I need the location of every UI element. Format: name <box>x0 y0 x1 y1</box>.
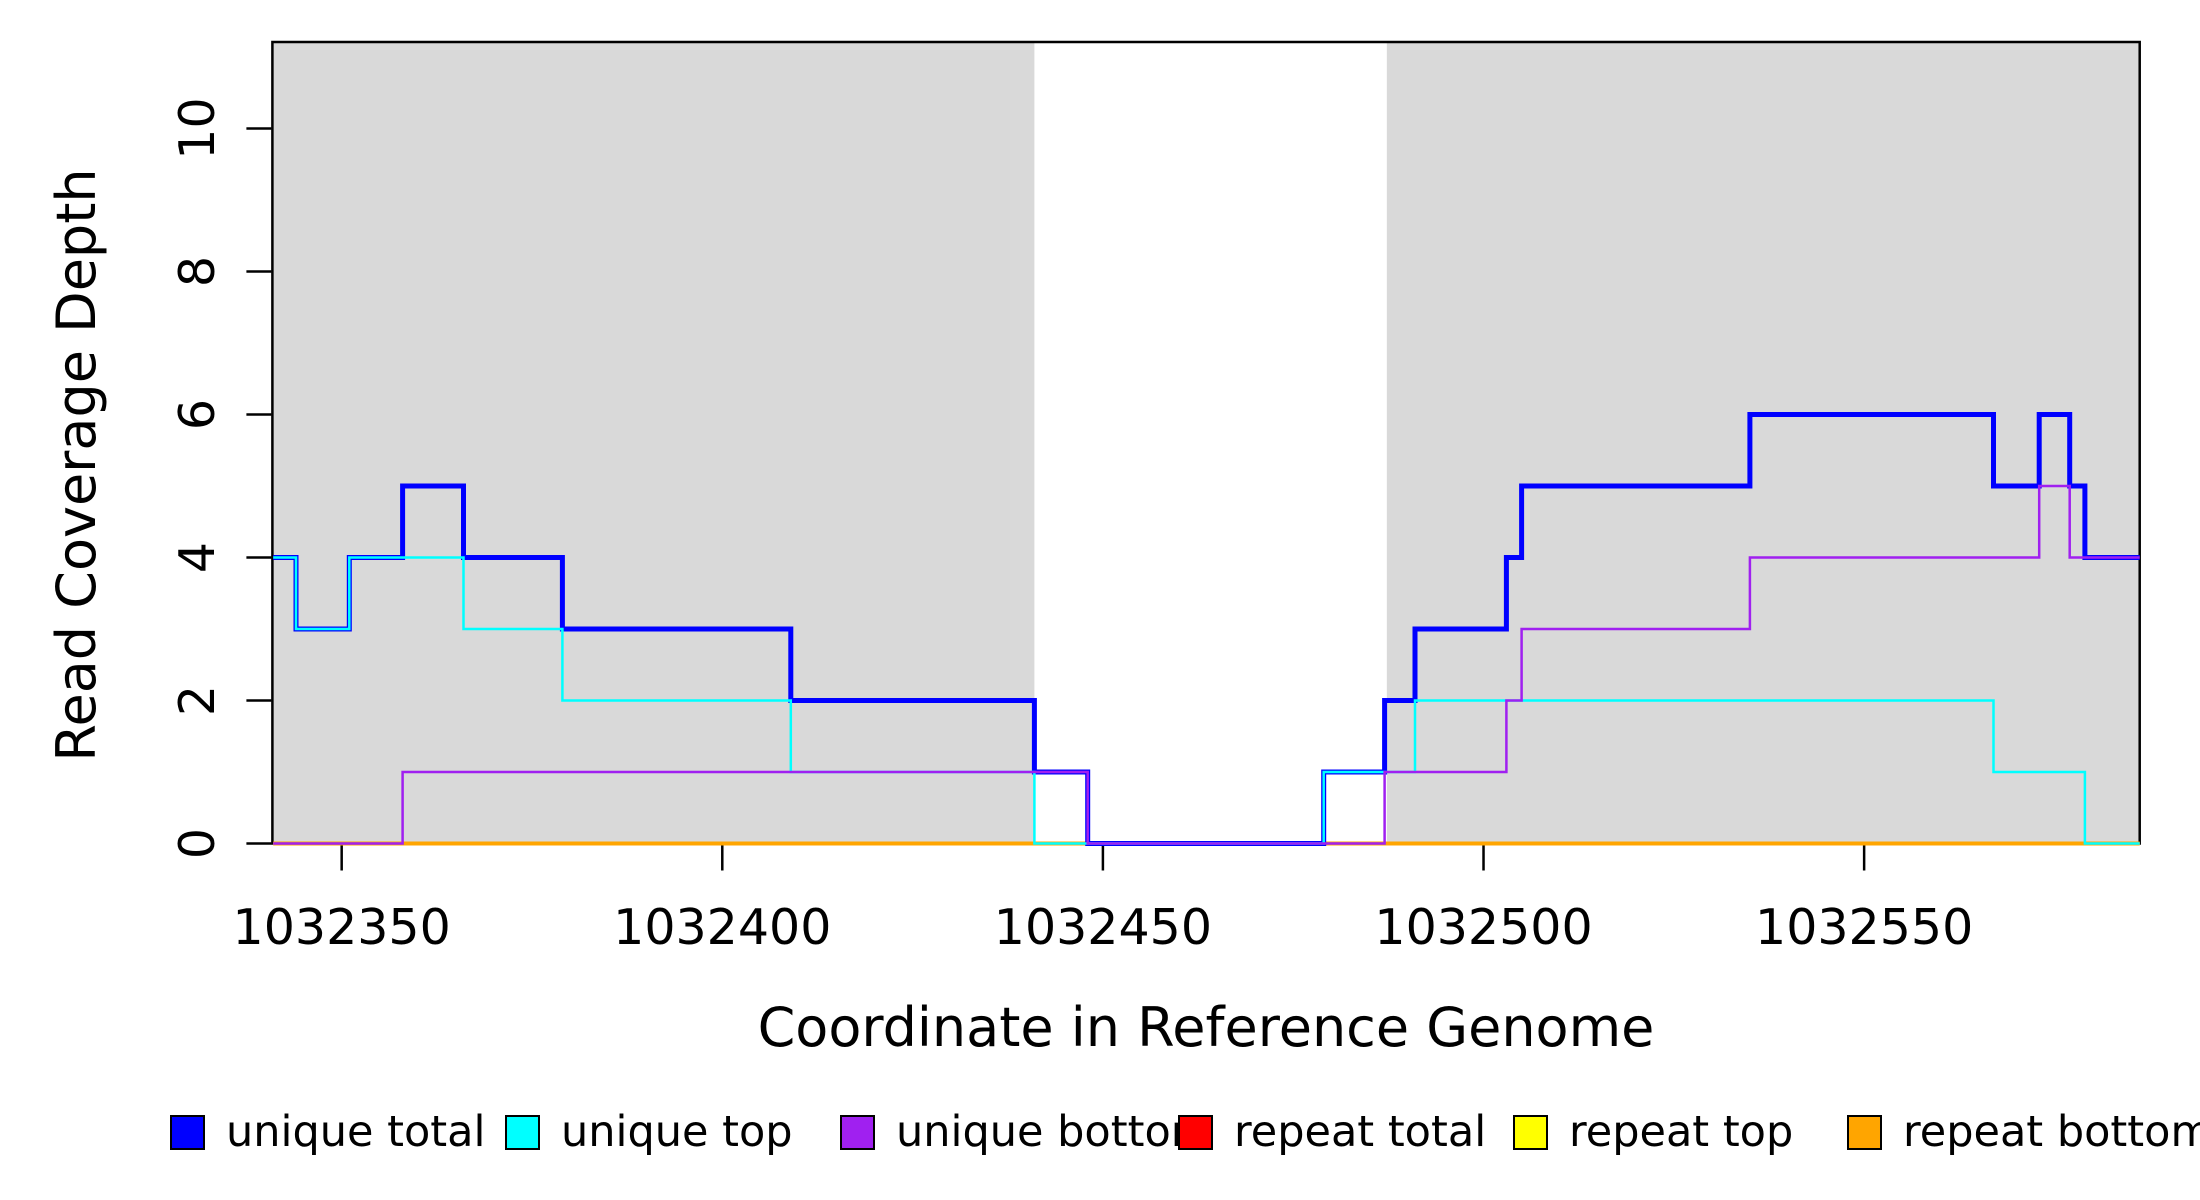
legend-item-repeat-total: repeat total <box>1178 1106 1487 1157</box>
y-axis-title: Read Coverage Depth <box>45 168 108 761</box>
legend-swatch-repeat-top-icon <box>1513 1114 1548 1150</box>
right-unique-region <box>1386 42 2140 844</box>
x-tick-label: 1032350 <box>233 899 451 956</box>
legend: unique total unique top unique bottom repea… <box>0 1106 2200 1160</box>
legend-label: repeat total <box>1234 1106 1487 1157</box>
legend-label: repeat bottom <box>1903 1106 2200 1157</box>
legend-item-unique-top: unique top <box>505 1106 793 1157</box>
shaded-regions <box>272 42 2140 844</box>
legend-label: repeat top <box>1569 1106 1794 1157</box>
legend-swatch-unique-top-icon <box>505 1114 540 1150</box>
x-tick-label: 1032550 <box>1755 899 1973 956</box>
x-tick-label: 1032500 <box>1374 899 1592 956</box>
legend-label: unique total <box>226 1106 486 1157</box>
legend-swatch-repeat-total-icon <box>1178 1114 1213 1150</box>
y-tick-label: 6 <box>169 399 226 430</box>
y-tick-label: 4 <box>169 542 226 573</box>
y-tick-label: 10 <box>169 97 226 159</box>
legend-swatch-unique-total-icon <box>170 1114 205 1150</box>
left-unique-region <box>272 42 1035 844</box>
legend-swatch-repeat-bottom-icon <box>1847 1114 1882 1150</box>
axes: 1032350 1032400 1032450 1032500 1032550 0 2 4 6 8… <box>169 40 2141 956</box>
x-axis-title: Coordinate in Reference Genome <box>758 996 1655 1059</box>
y-tick-label: 2 <box>169 685 226 716</box>
legend-item-unique-bottom: unique bottom <box>840 1106 1213 1157</box>
series-unique-bottom <box>273 484 2140 845</box>
x-tick-label: 1032400 <box>613 899 831 956</box>
coverage-series <box>273 412 2140 846</box>
legend-label: unique top <box>561 1106 793 1157</box>
y-tick-label: 0 <box>169 828 226 859</box>
legend-item-repeat-bottom: repeat bottom <box>1847 1106 2200 1157</box>
legend-item-unique-total: unique total <box>170 1106 486 1157</box>
legend-item-repeat-top: repeat top <box>1513 1106 1794 1157</box>
legend-swatch-unique-bottom-icon <box>840 1114 875 1150</box>
y-tick-label: 8 <box>169 256 226 287</box>
legend-label: unique bottom <box>896 1106 1213 1157</box>
x-tick-label: 1032450 <box>994 899 1212 956</box>
